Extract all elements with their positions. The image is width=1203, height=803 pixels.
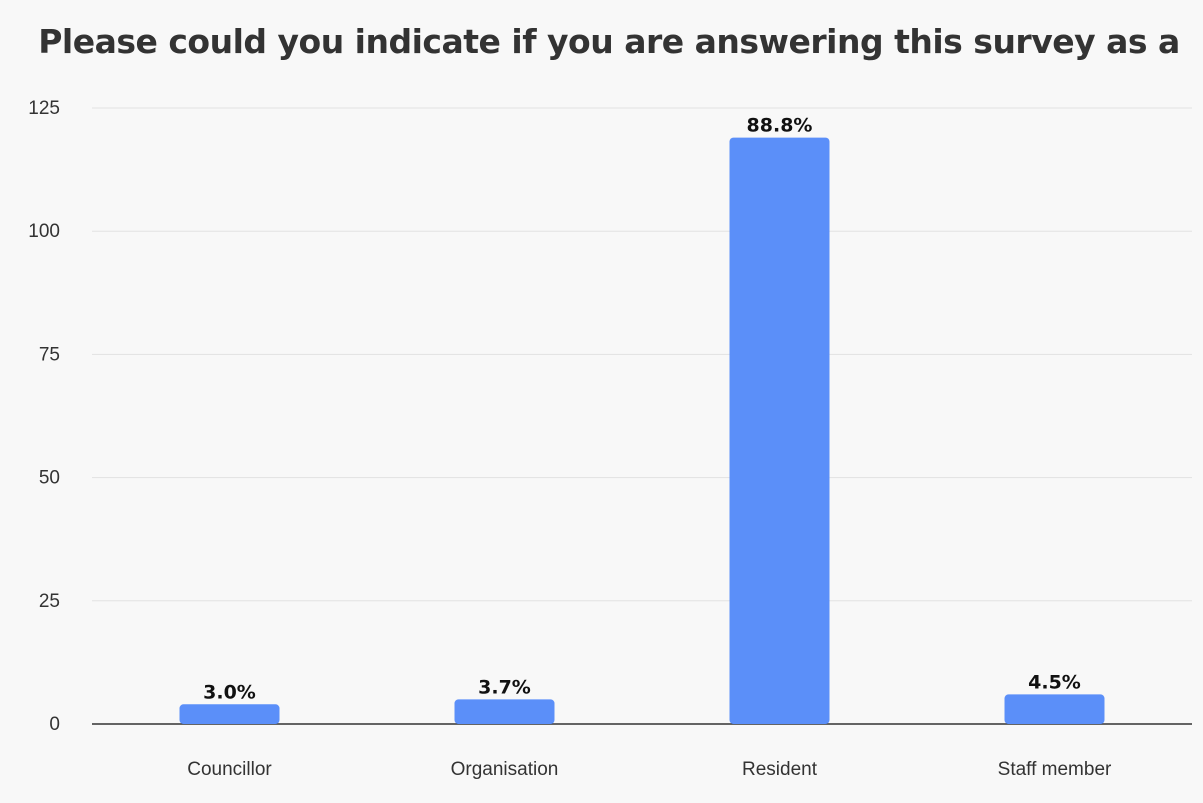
bar — [729, 137, 830, 724]
y-tick-label: 75 — [39, 344, 60, 365]
x-tick-label: Organisation — [451, 759, 559, 780]
y-tick-label: 50 — [39, 468, 60, 489]
data-label: 4.5% — [1028, 671, 1081, 693]
bar — [179, 704, 280, 724]
bar — [454, 699, 555, 724]
x-tick-label: Resident — [742, 759, 818, 780]
y-tick-label: 125 — [28, 98, 60, 119]
y-tick-label: 100 — [28, 221, 60, 242]
x-tick-label: Councillor — [187, 759, 272, 780]
bar — [1004, 694, 1105, 724]
data-label: 3.7% — [478, 676, 531, 698]
y-tick-label: 25 — [39, 591, 60, 612]
data-label: 88.8% — [747, 115, 813, 137]
chart-title: Please could you indicate if you are ans… — [38, 22, 1180, 61]
data-label: 3.0% — [203, 681, 256, 703]
x-tick-label: Staff member — [998, 759, 1112, 780]
y-tick-label: 0 — [49, 714, 60, 735]
